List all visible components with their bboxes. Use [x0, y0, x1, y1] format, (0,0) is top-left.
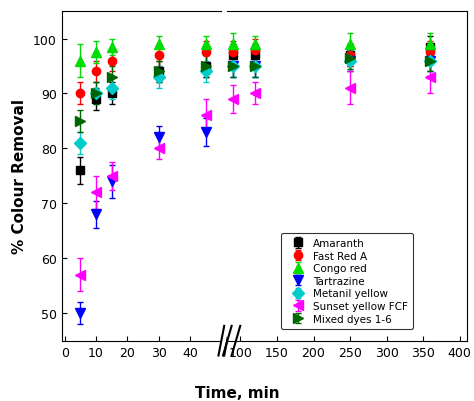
Y-axis label: % Colour Removal: % Colour Removal	[12, 99, 27, 254]
Text: Time, min: Time, min	[195, 385, 279, 400]
Legend: Amaranth, Fast Red A, Congo red, Tartrazine, Metanil yellow, Sunset yellow FCF, : Amaranth, Fast Red A, Congo red, Tartraz…	[281, 233, 413, 329]
